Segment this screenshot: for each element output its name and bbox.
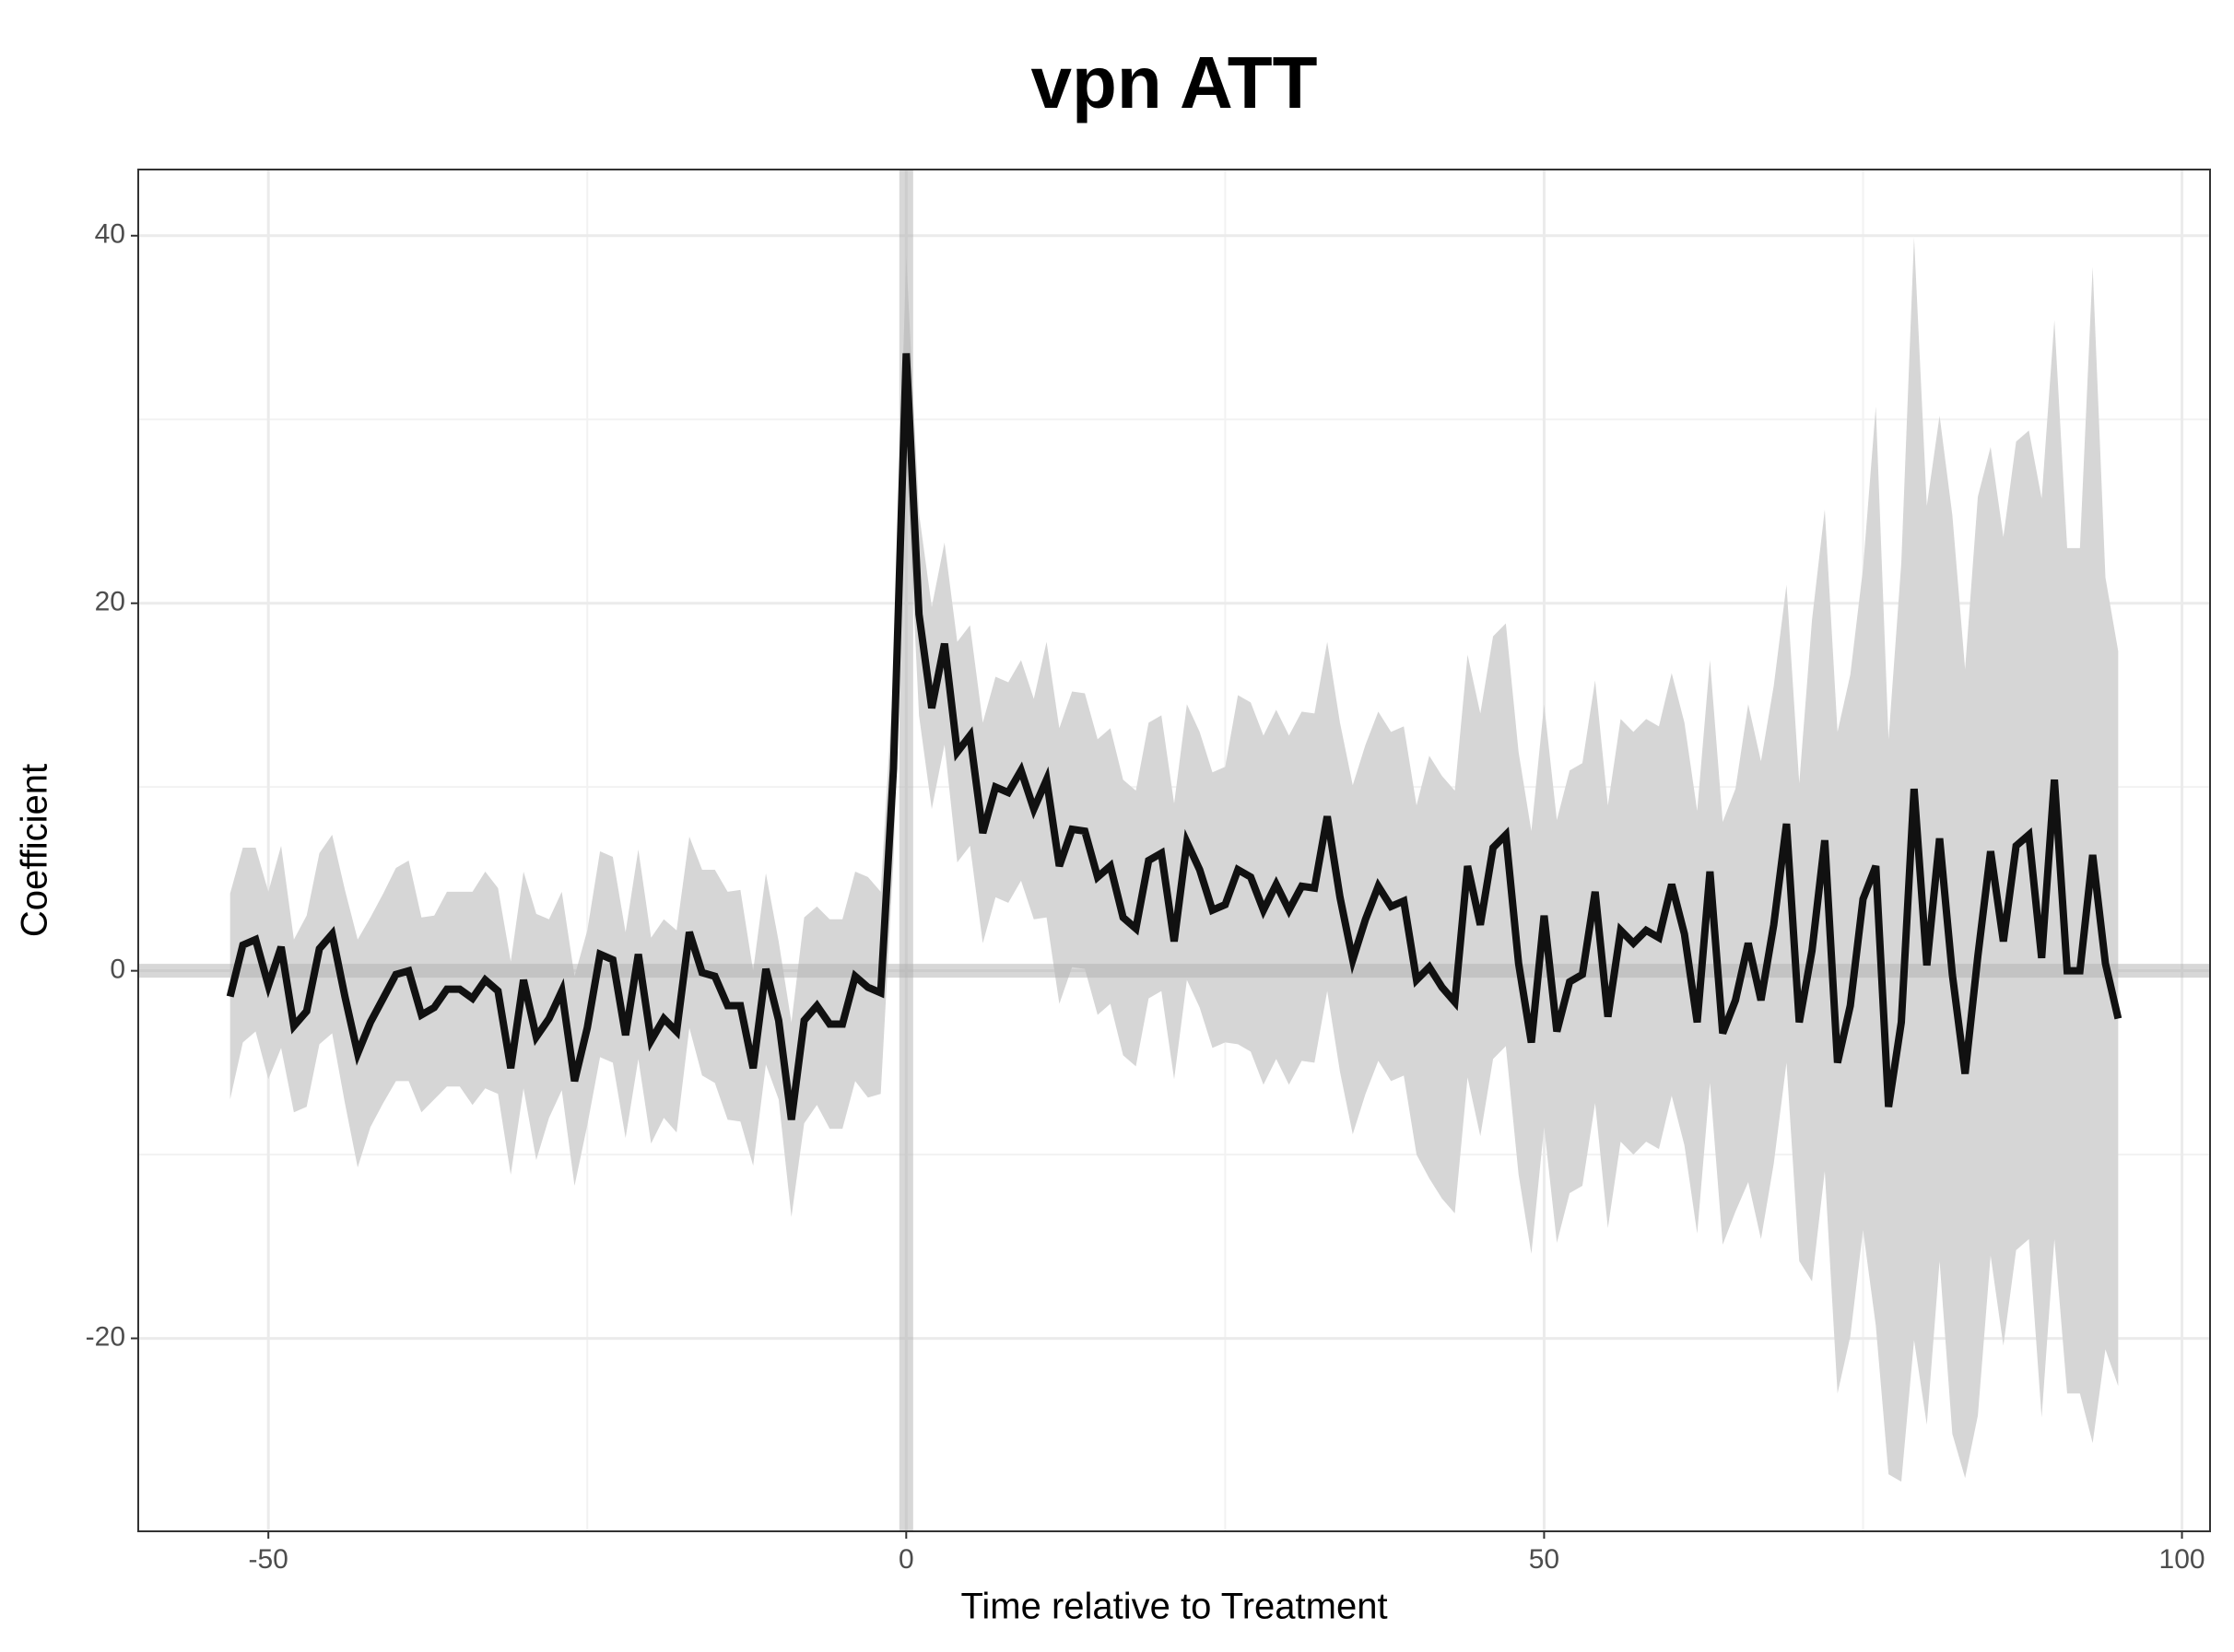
chart-title: vpn ATT xyxy=(1030,41,1317,123)
att-line xyxy=(226,353,2122,1120)
x-tick-label: 100 xyxy=(2159,1544,2205,1575)
x-tick-label: -50 xyxy=(249,1544,288,1575)
y-tick-label: 40 xyxy=(95,219,125,250)
x-tick-label: 0 xyxy=(899,1544,914,1575)
y-tick-label: 0 xyxy=(110,955,125,985)
y-tick-label: 20 xyxy=(95,587,125,617)
x-tick-label: 50 xyxy=(1529,1544,1559,1575)
x-axis-title: Time relative to Treatment xyxy=(960,1587,1387,1627)
y-axis-title: Coefficient xyxy=(15,764,55,937)
confidence-band xyxy=(229,237,2119,1482)
y-tick-label: -20 xyxy=(86,1321,125,1352)
plot-border xyxy=(137,169,2211,1532)
